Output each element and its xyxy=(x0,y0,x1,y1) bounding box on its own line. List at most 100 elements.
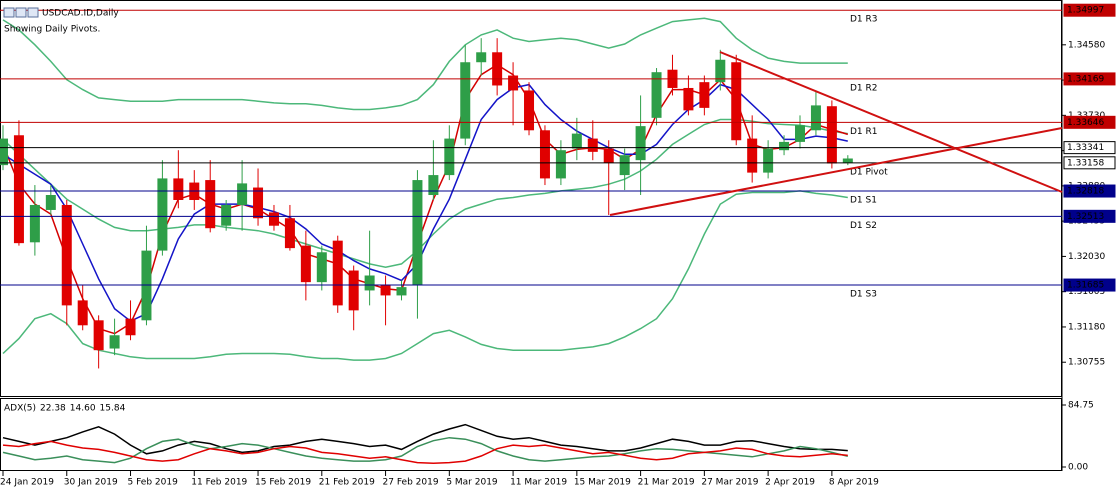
candle-body xyxy=(157,178,168,251)
candle-body xyxy=(619,155,630,176)
level-label: 1.33646 xyxy=(1067,118,1104,128)
candle-body xyxy=(476,52,487,63)
candle-body xyxy=(268,212,279,226)
candle-body xyxy=(683,87,694,111)
candle-body xyxy=(810,105,821,131)
symbol-icon xyxy=(15,7,27,18)
candle-body xyxy=(508,75,519,91)
candle-body xyxy=(555,150,566,179)
y-tick-label: 1.30755 xyxy=(1068,358,1105,368)
y-tick-label: 1.31180 xyxy=(1068,322,1105,332)
level-label: 1.32818 xyxy=(1067,187,1104,197)
level-label-box xyxy=(1063,209,1116,223)
y-tick-label: 1.32030 xyxy=(1068,252,1105,262)
pivot-name: D1 S1 xyxy=(850,196,877,206)
candle-body xyxy=(253,187,264,219)
candle-body xyxy=(396,287,407,296)
y-tick-label: 84.75 xyxy=(1068,401,1094,411)
candle-body xyxy=(842,158,853,163)
level-label: 1.32513 xyxy=(1067,212,1104,222)
trend-line xyxy=(719,51,1063,193)
candle-body xyxy=(524,90,535,131)
x-tick-label: 21 Feb 2019 xyxy=(319,478,375,488)
pivot-name: D1 Pivot xyxy=(850,167,888,177)
x-tick-label: 2 Apr 2019 xyxy=(765,478,815,488)
adx-readout: 14.60 xyxy=(70,404,96,414)
x-tick-label: 15 Mar 2019 xyxy=(574,478,631,488)
candle-body xyxy=(635,126,646,161)
x-tick-label: 5 Feb 2019 xyxy=(128,478,179,488)
candle-body xyxy=(61,204,72,306)
adx-readout: 22.38 xyxy=(40,404,66,414)
level-label: 1.33158 xyxy=(1067,158,1104,168)
x-tick-label: 24 Jan 2019 xyxy=(0,478,54,488)
candle-body xyxy=(237,183,248,205)
candle-body xyxy=(221,204,232,226)
level-label: 1.31685 xyxy=(1067,281,1104,291)
candle-body xyxy=(93,320,104,351)
y-tick-label: 0.00 xyxy=(1068,463,1088,473)
x-tick-label: 27 Feb 2019 xyxy=(383,478,439,488)
candle-body xyxy=(332,240,343,306)
candle-body xyxy=(763,148,774,173)
plot: 1.345801.341551.337301.333051.328801.324… xyxy=(0,3,1116,488)
candle-body xyxy=(539,130,550,179)
level-label-box xyxy=(1063,72,1116,86)
candle-body xyxy=(348,270,359,311)
trend-line xyxy=(609,127,1063,216)
level-label-box xyxy=(1063,141,1116,155)
chart-title: USDCAD.ID,Daily xyxy=(42,9,119,19)
candle-body xyxy=(715,59,726,83)
candle-body xyxy=(444,138,455,176)
symbol-icon xyxy=(27,7,39,18)
candle-body xyxy=(13,135,24,244)
level-label-box xyxy=(1063,278,1116,292)
candle-body xyxy=(125,318,136,336)
x-tick-label: 5 Mar 2019 xyxy=(446,478,498,488)
x-tick-label: 11 Mar 2019 xyxy=(510,478,567,488)
candle-body xyxy=(300,245,311,283)
chart-subtitle: Showing Daily Pivots. xyxy=(4,25,100,35)
candle-body xyxy=(0,138,8,166)
indicator-line xyxy=(2,190,848,361)
level-label-box xyxy=(1063,115,1116,129)
candle-body xyxy=(587,138,598,152)
candle-body xyxy=(412,180,423,286)
y-tick-label: 1.34580 xyxy=(1068,40,1105,50)
candle-body xyxy=(779,141,790,151)
candle-body xyxy=(77,300,88,326)
x-tick-label: 15 Feb 2019 xyxy=(255,478,311,488)
candle-body xyxy=(651,72,662,118)
candle-body xyxy=(109,335,120,349)
adx-readout: 15.84 xyxy=(100,404,126,414)
candle-body xyxy=(699,82,710,108)
candle-body xyxy=(747,138,758,173)
level-label-box xyxy=(1063,184,1116,198)
candle-body xyxy=(45,195,56,210)
pivot-name: D1 R2 xyxy=(850,83,878,93)
level-label: 1.34169 xyxy=(1067,74,1104,84)
candle-body xyxy=(29,204,40,243)
candle-body xyxy=(571,133,582,149)
pivot-name: D1 R3 xyxy=(850,15,878,25)
y-tick-label: 1.31605 xyxy=(1068,287,1105,297)
x-tick-label: 27 Mar 2019 xyxy=(701,478,758,488)
candle-body xyxy=(603,148,614,163)
overlay: USDCAD.ID,Daily Showing Daily Pivots. AD… xyxy=(3,7,126,414)
candle-body xyxy=(284,218,295,249)
adx-title: ADX(5) xyxy=(4,404,36,414)
pivot-name: D1 R1 xyxy=(850,127,878,137)
candle-body xyxy=(492,52,503,86)
candle-body xyxy=(380,285,391,296)
adx-line xyxy=(2,423,848,455)
candle-body xyxy=(316,252,327,283)
candle-body xyxy=(826,106,837,164)
indicator-line xyxy=(2,118,848,268)
candle-body xyxy=(731,62,742,141)
x-tick-label: 8 Apr 2019 xyxy=(829,478,879,488)
indicator-line xyxy=(2,17,848,111)
candle-body xyxy=(173,178,184,200)
candle-body xyxy=(795,125,805,142)
